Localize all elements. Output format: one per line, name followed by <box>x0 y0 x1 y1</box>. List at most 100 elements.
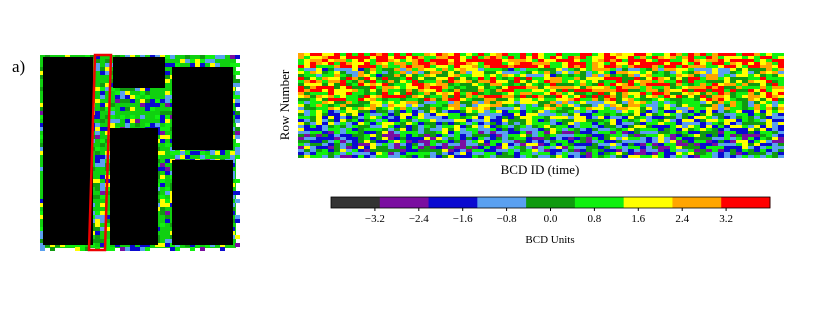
heat-cell <box>460 155 466 158</box>
heat-cell <box>730 146 736 149</box>
heat-cell <box>754 62 760 65</box>
heat-cell <box>706 104 712 107</box>
heat-cell <box>604 131 610 134</box>
texture-cell <box>160 167 165 171</box>
texture-cell <box>235 219 240 223</box>
heat-cell <box>718 95 724 98</box>
texture-cell <box>125 95 130 99</box>
heat-cell <box>730 155 736 158</box>
heat-cell <box>382 128 388 131</box>
heat-cell <box>730 71 736 74</box>
heat-cell <box>424 83 430 86</box>
heat-cell <box>676 80 682 83</box>
heat-cell <box>454 53 460 56</box>
heat-cell <box>718 119 724 122</box>
heat-cell <box>454 155 460 158</box>
heat-cell <box>688 149 694 152</box>
heat-cell <box>418 101 424 104</box>
heat-cell <box>496 80 502 83</box>
heat-cell <box>526 80 532 83</box>
heat-cell <box>364 83 370 86</box>
heat-cell <box>646 77 652 80</box>
heat-cell <box>442 116 448 119</box>
heat-cell <box>640 92 646 95</box>
heat-cell <box>586 65 592 68</box>
heat-cell <box>742 131 748 134</box>
heat-cell <box>712 128 718 131</box>
heat-cell <box>568 143 574 146</box>
heat-cell <box>778 143 784 146</box>
heat-cell <box>388 56 394 59</box>
heat-cell <box>400 119 406 122</box>
heat-cell <box>346 107 352 110</box>
heat-cell <box>508 107 514 110</box>
heat-cell <box>526 101 532 104</box>
colorbar-tick-label: 0.0 <box>544 213 558 225</box>
heat-cell <box>316 74 322 77</box>
room-block <box>172 160 233 245</box>
heat-cell <box>586 137 592 140</box>
heat-cell <box>586 101 592 104</box>
heat-cell <box>664 86 670 89</box>
heat-cell <box>550 143 556 146</box>
heat-cell <box>430 116 436 119</box>
heat-cell <box>460 110 466 113</box>
heat-cell <box>586 53 592 56</box>
heat-cell <box>394 86 400 89</box>
heat-cell <box>682 74 688 77</box>
texture-cell <box>235 143 240 147</box>
heat-cell <box>634 146 640 149</box>
heat-cell <box>424 89 430 92</box>
heat-cell <box>664 143 670 146</box>
heat-cell <box>670 74 676 77</box>
heat-cell <box>424 140 430 143</box>
heat-cell <box>520 92 526 95</box>
heat-cell <box>568 140 574 143</box>
heat-cell <box>742 86 748 89</box>
heat-cell <box>424 98 430 101</box>
heat-cell <box>730 113 736 116</box>
room-block <box>113 57 165 88</box>
heat-cell <box>670 134 676 137</box>
heat-cell <box>406 152 412 155</box>
heat-cell <box>538 110 544 113</box>
heat-cell <box>430 146 436 149</box>
heat-cell <box>544 59 550 62</box>
heat-cell <box>550 56 556 59</box>
heat-cell <box>718 152 724 155</box>
heat-cell <box>364 89 370 92</box>
heat-cell <box>748 95 754 98</box>
heat-cell <box>772 92 778 95</box>
heat-cell <box>760 80 766 83</box>
heat-cell <box>322 107 328 110</box>
heat-cell <box>550 53 556 56</box>
heat-cell <box>610 104 616 107</box>
heat-cell <box>658 128 664 131</box>
texture-cell <box>230 151 235 155</box>
heat-cell <box>370 98 376 101</box>
heat-cell <box>508 137 514 140</box>
heat-cell <box>352 119 358 122</box>
heat-cell <box>598 83 604 86</box>
heat-cell <box>670 95 676 98</box>
heat-cell <box>580 128 586 131</box>
heat-cell <box>700 68 706 71</box>
heat-cell <box>670 113 676 116</box>
heat-cell <box>646 107 652 110</box>
heat-cell <box>754 83 760 86</box>
heat-cell <box>490 77 496 80</box>
heat-cell <box>346 122 352 125</box>
heat-cell <box>364 62 370 65</box>
heat-cell <box>640 98 646 101</box>
heat-cell <box>580 56 586 59</box>
heat-cell <box>622 95 628 98</box>
heat-cell <box>316 59 322 62</box>
heat-cell <box>478 71 484 74</box>
colorbar-segment <box>429 197 478 208</box>
heat-cell <box>442 101 448 104</box>
heat-cell <box>766 89 772 92</box>
heat-cell <box>670 104 676 107</box>
heat-cell <box>310 113 316 116</box>
heat-cell <box>430 155 436 158</box>
heat-cell <box>502 77 508 80</box>
